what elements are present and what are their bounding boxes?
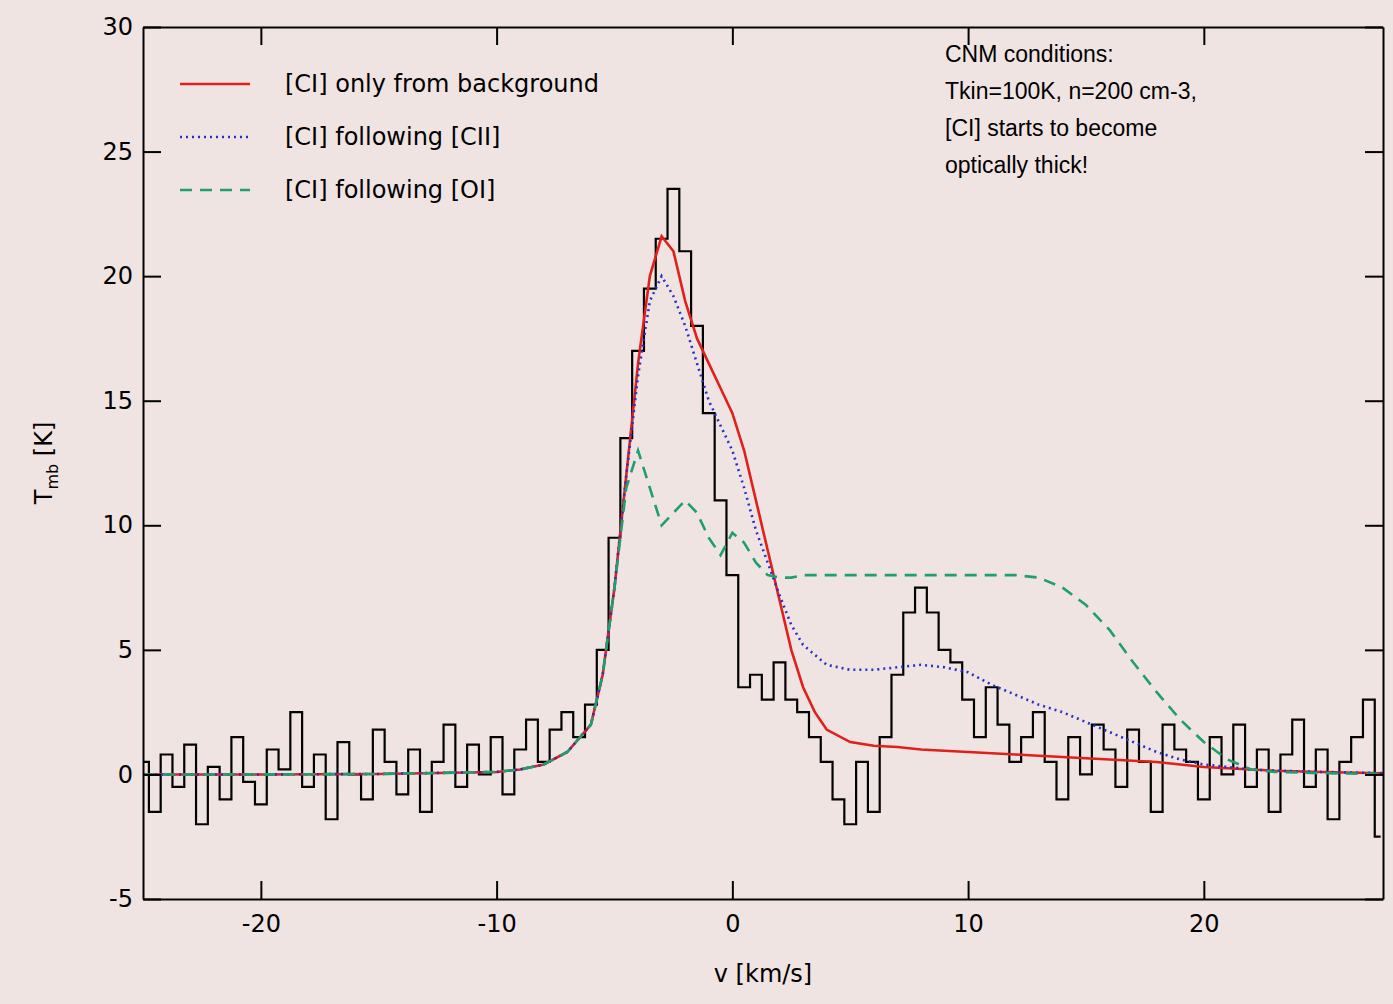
tick-mark xyxy=(260,881,262,899)
tick-mark xyxy=(496,881,498,899)
tick-mark xyxy=(1365,649,1383,651)
tick: 20 xyxy=(102,262,161,290)
tick-label: 5 xyxy=(118,636,133,664)
model-line xyxy=(143,236,1383,774)
y-axis-right xyxy=(1365,28,1384,900)
tick: 5 xyxy=(118,636,161,664)
x-axis-top xyxy=(144,27,1384,45)
annotation: CNM conditions: Tkin=100K, n=200 cm-3, [CI… xyxy=(945,41,1197,178)
tick: 0 xyxy=(118,761,161,789)
tick-mark xyxy=(1365,774,1383,776)
tick-label: -5 xyxy=(109,885,133,913)
tick xyxy=(1365,525,1383,526)
tick-mark xyxy=(143,276,161,278)
tick: 0 xyxy=(725,881,740,938)
y-axis-title: Tmb [K] xyxy=(30,422,62,506)
tick-label: 0 xyxy=(118,761,133,789)
tick-mark xyxy=(143,525,161,527)
tick-mark xyxy=(732,881,734,899)
chart: -20 -10 0 10 20 -5 0 5 10 15 20 25 30 v [km/s] Tmb [K]… xyxy=(0,0,1393,1004)
legend-label: [CI] following [CII] xyxy=(285,123,500,151)
tick-mark xyxy=(143,27,161,29)
tick-label: 10 xyxy=(102,511,133,539)
tick xyxy=(1365,899,1383,900)
legend-label: [CI] only from background xyxy=(285,70,599,98)
x-axis-title: v [km/s] xyxy=(714,960,812,988)
tick xyxy=(732,27,733,45)
annotation-line: CNM conditions: xyxy=(945,41,1114,67)
tick-mark xyxy=(1365,27,1383,29)
annotation-line: optically thick! xyxy=(945,152,1088,178)
tick-label: 20 xyxy=(1189,910,1220,938)
tick-mark xyxy=(143,400,161,402)
tick xyxy=(1365,27,1383,28)
tick xyxy=(497,27,498,45)
tick xyxy=(1365,650,1383,651)
tick xyxy=(261,27,262,45)
tick: -20 xyxy=(242,881,281,938)
annotation-line: [CI] starts to become xyxy=(945,115,1157,141)
legend-swatch xyxy=(180,83,250,86)
y-axis: -5 0 5 10 15 20 25 30 xyxy=(102,13,161,913)
tick: -5 xyxy=(109,885,161,913)
tick-label: 25 xyxy=(102,138,133,166)
tick-mark xyxy=(143,774,161,776)
tick-label: -10 xyxy=(478,910,517,938)
tick-mark xyxy=(1365,151,1383,153)
tick-label: 20 xyxy=(102,262,133,290)
tick xyxy=(1365,276,1383,277)
tick: 20 xyxy=(1189,881,1220,938)
annotation-line: Tkin=100K, n=200 cm-3, xyxy=(945,78,1197,104)
tick xyxy=(1365,401,1383,402)
tick-label: 0 xyxy=(725,910,740,938)
x-axis: -20 -10 0 10 20 xyxy=(144,881,1384,938)
tick-mark xyxy=(496,27,498,45)
tick-label: 30 xyxy=(102,13,133,41)
tick-mark xyxy=(143,649,161,651)
legend-swatch xyxy=(180,136,250,139)
tick xyxy=(1365,152,1383,153)
tick-mark xyxy=(260,27,262,45)
legend: [CI] only from background [CI] following … xyxy=(180,70,599,204)
legend-swatch xyxy=(180,189,250,192)
tick-mark xyxy=(732,27,734,45)
tick-mark xyxy=(1203,881,1205,899)
tick-label: 10 xyxy=(953,910,984,938)
tick: -10 xyxy=(478,881,517,938)
model-line xyxy=(143,276,1383,774)
tick: 15 xyxy=(102,387,161,415)
tick: 10 xyxy=(953,881,984,938)
tick: 10 xyxy=(102,511,161,539)
tick: 25 xyxy=(102,138,161,166)
model-line xyxy=(143,451,1383,775)
tick-mark xyxy=(1365,525,1383,527)
tick-mark xyxy=(1203,27,1205,45)
tick-label: -20 xyxy=(242,910,281,938)
tick-mark xyxy=(1365,400,1383,402)
tick-label: 15 xyxy=(102,387,133,415)
axis-line xyxy=(143,28,145,900)
tick-mark xyxy=(143,899,161,901)
background xyxy=(0,0,1393,1004)
tick-mark xyxy=(968,881,970,899)
axis-line xyxy=(144,27,1384,29)
spectrum-line xyxy=(143,189,1381,837)
tick-mark xyxy=(1365,276,1383,278)
tick-mark xyxy=(143,151,161,153)
tick xyxy=(1204,27,1205,45)
legend-label: [CI] following [OI] xyxy=(285,176,495,204)
tick xyxy=(1365,774,1383,775)
tick-mark xyxy=(1365,899,1383,901)
axis-line xyxy=(1383,28,1385,900)
plot-area xyxy=(143,189,1383,837)
tick: 30 xyxy=(102,13,161,41)
axis-line xyxy=(144,899,1384,901)
